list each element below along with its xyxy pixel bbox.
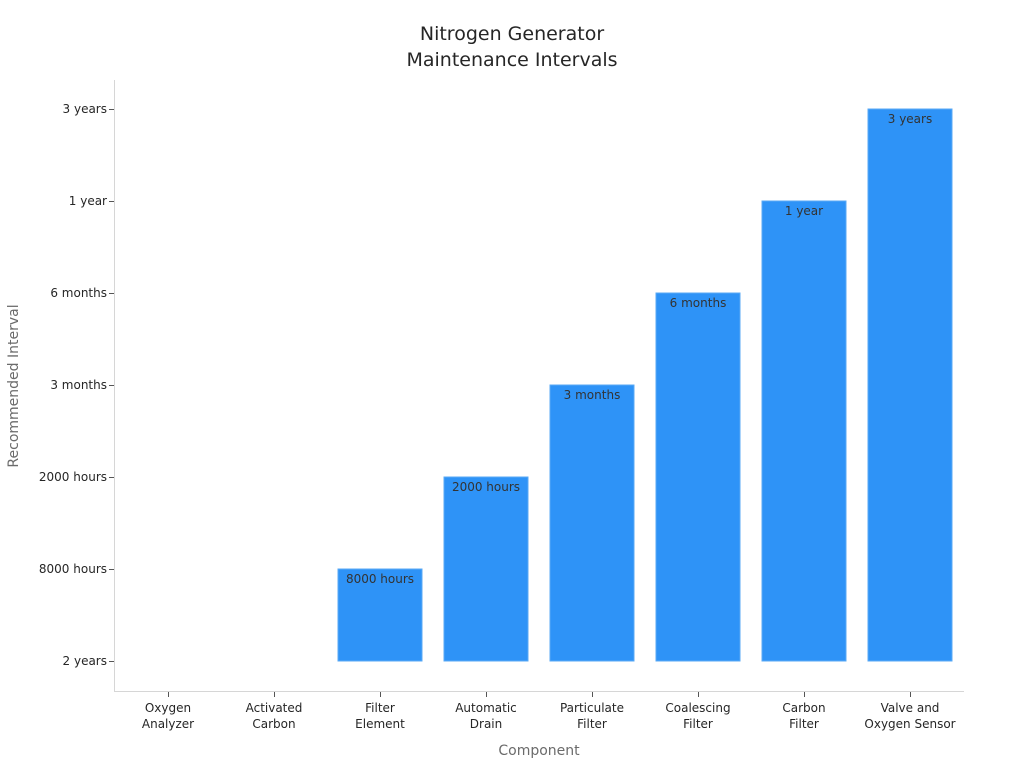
bar-data-label: 8000 hours — [346, 572, 414, 586]
bars-group: 8000 hours 2000 hours 3 months 6 months 1 ye… — [337, 108, 953, 662]
x-tick-label: Drain — [470, 717, 502, 731]
y-tick-label: 3 months — [50, 378, 107, 392]
x-tick-label: Coalescing — [665, 701, 730, 715]
y-axis-ticks: 2 years 8000 hours 2000 hours 3 months 6 mon… — [39, 102, 114, 668]
y-tick-label: 3 years — [63, 102, 107, 116]
x-tick-label: Filter — [365, 701, 395, 715]
bar-data-label: 3 years — [888, 112, 932, 126]
x-tick-label: Element — [355, 717, 405, 731]
x-axis-title: Component — [498, 743, 580, 759]
y-tick-label: 6 months — [50, 286, 107, 300]
bar — [867, 108, 953, 662]
bar — [337, 568, 423, 662]
y-tick-label: 2 years — [63, 654, 107, 668]
x-tick-label: Oxygen — [145, 701, 191, 715]
chart-title-line-1: Nitrogen Generator — [420, 23, 604, 45]
bar — [549, 384, 635, 662]
x-tick-label: Activated — [246, 701, 303, 715]
x-tick-label: Valve and — [881, 701, 940, 715]
bar-data-label: 6 months — [670, 296, 727, 310]
y-tick-label: 1 year — [69, 194, 107, 208]
x-tick-label: Carbon — [782, 701, 825, 715]
chart-title-line-2: Maintenance Intervals — [406, 49, 617, 71]
bar — [761, 200, 847, 662]
x-tick-label: Filter — [683, 717, 713, 731]
x-tick-label: Carbon — [252, 717, 295, 731]
x-tick-label: Automatic — [455, 701, 517, 715]
x-tick-label: Oxygen Sensor — [864, 717, 955, 731]
x-tick-label: Particulate — [560, 701, 624, 715]
x-tick-label: Filter — [789, 717, 819, 731]
y-tick-label: 2000 hours — [39, 470, 107, 484]
x-tick-label: Filter — [577, 717, 607, 731]
bar-data-label: 3 months — [564, 388, 621, 402]
bar — [655, 292, 741, 662]
x-axis-ticks: Oxygen Analyzer Activated Carbon Filter Eleme… — [142, 692, 956, 731]
bar — [443, 476, 529, 662]
y-axis-title: Recommended Interval — [6, 304, 22, 467]
bar-data-label: 1 year — [785, 204, 823, 218]
bar-data-label: 2000 hours — [452, 480, 520, 494]
y-tick-label: 8000 hours — [39, 562, 107, 576]
x-tick-label: Analyzer — [142, 717, 194, 731]
